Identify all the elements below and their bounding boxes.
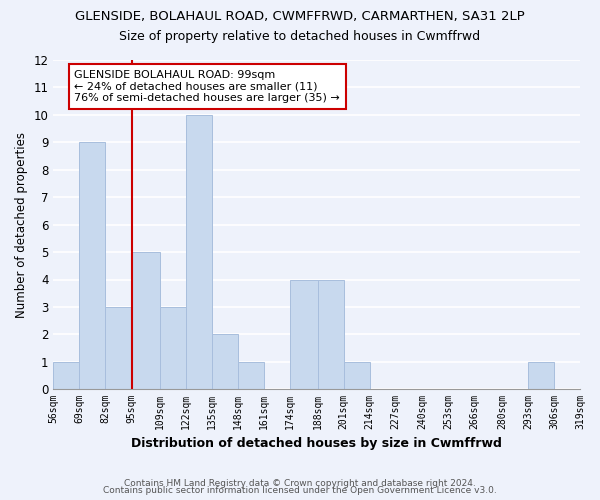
Bar [185, 115, 212, 389]
Bar [344, 362, 370, 389]
Text: GLENSIDE, BOLAHAUL ROAD, CWMFFRWD, CARMARTHEN, SA31 2LP: GLENSIDE, BOLAHAUL ROAD, CWMFFRWD, CARMA… [75, 10, 525, 23]
Bar [79, 142, 106, 389]
Text: GLENSIDE BOLAHAUL ROAD: 99sqm
← 24% of detached houses are smaller (11)
76% of s: GLENSIDE BOLAHAUL ROAD: 99sqm ← 24% of d… [74, 70, 340, 103]
Bar [106, 307, 131, 389]
Bar [131, 252, 160, 389]
Bar [53, 362, 79, 389]
Bar [212, 334, 238, 389]
Text: Size of property relative to detached houses in Cwmffrwd: Size of property relative to detached ho… [119, 30, 481, 43]
Bar [290, 280, 318, 389]
Bar [238, 362, 263, 389]
Bar [318, 280, 344, 389]
X-axis label: Distribution of detached houses by size in Cwmffrwd: Distribution of detached houses by size … [131, 437, 502, 450]
Text: Contains public sector information licensed under the Open Government Licence v3: Contains public sector information licen… [103, 486, 497, 495]
Bar [160, 307, 185, 389]
Bar [528, 362, 554, 389]
Y-axis label: Number of detached properties: Number of detached properties [15, 132, 28, 318]
Text: Contains HM Land Registry data © Crown copyright and database right 2024.: Contains HM Land Registry data © Crown c… [124, 478, 476, 488]
